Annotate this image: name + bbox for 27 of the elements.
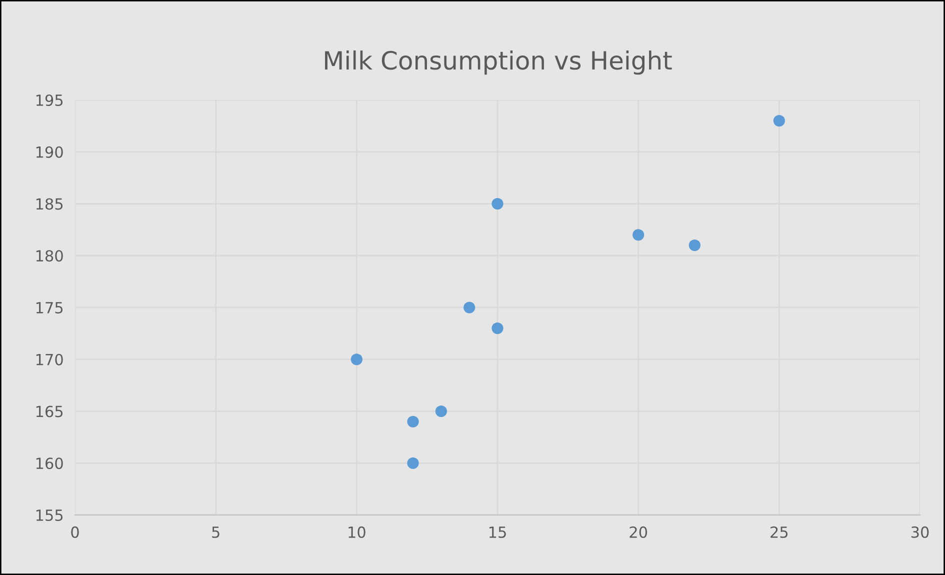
- chart-title: Milk Consumption vs Height: [325, 50, 672, 75]
- point: [350, 354, 362, 366]
- y-tick-label: 190: [36, 146, 63, 158]
- point: [492, 322, 504, 334]
- y-tick-label: 165: [36, 406, 63, 418]
- point: [492, 198, 504, 210]
- y-tick-label: 175: [36, 302, 63, 314]
- x-tick-label: 10: [348, 526, 366, 538]
- x-tick-label: 20: [630, 526, 648, 538]
- point: [632, 229, 644, 241]
- x-tick-label: 5: [212, 526, 220, 538]
- y-tick-label: 195: [36, 94, 63, 106]
- point: [773, 114, 785, 127]
- y-tick-label: 180: [36, 250, 63, 262]
- y-tick-label: 155: [36, 510, 63, 522]
- x-tick-label: 30: [911, 526, 929, 538]
- point: [435, 405, 447, 418]
- y-tick-label: 185: [36, 198, 63, 210]
- point: [407, 416, 419, 428]
- point: [688, 239, 700, 252]
- y-tick-label: 170: [36, 354, 63, 366]
- y-tick-label: 160: [36, 458, 63, 470]
- point: [407, 457, 419, 469]
- x-tick-label: 25: [770, 526, 788, 538]
- point: [464, 302, 476, 314]
- x-tick-label: 15: [489, 526, 506, 538]
- x-tick-label: 0: [71, 526, 79, 538]
